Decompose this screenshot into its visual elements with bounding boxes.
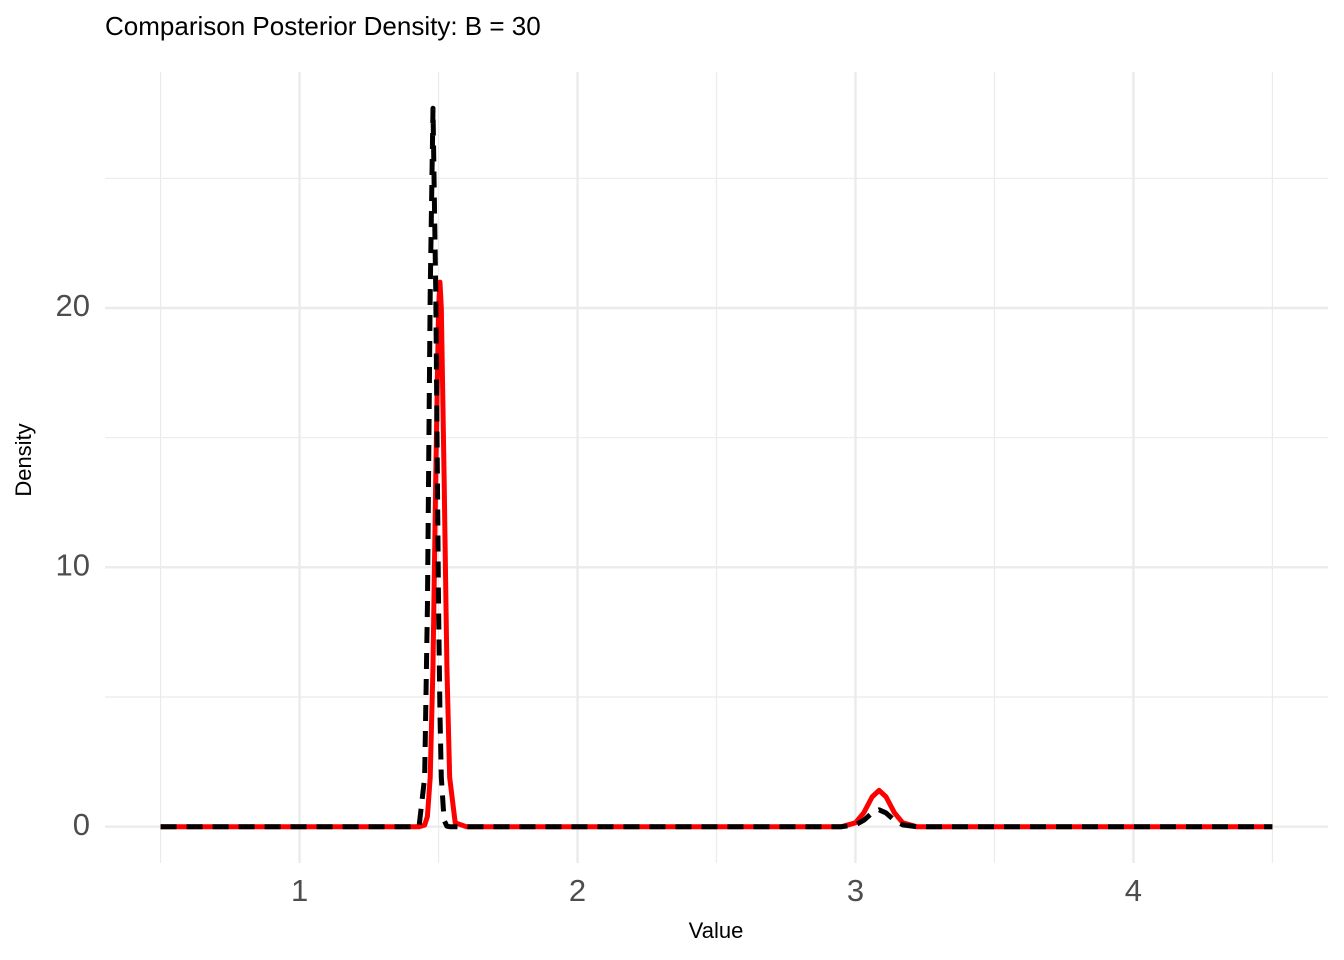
- x-tick-label: 1: [291, 873, 308, 908]
- y-axis-label: Density: [11, 423, 36, 496]
- y-tick-label: 10: [56, 548, 90, 583]
- x-tick-label: 4: [1125, 873, 1142, 908]
- y-tick-label: 20: [56, 288, 90, 323]
- density-line: [160, 279, 1273, 830]
- x-tick-label: 3: [847, 873, 864, 908]
- x-axis-label: Value: [689, 918, 744, 943]
- density-line: [160, 105, 1273, 830]
- y-tick-label: 0: [73, 807, 90, 842]
- chart-title: Comparison Posterior Density: B = 30: [105, 11, 541, 41]
- x-tick-label: 2: [569, 873, 586, 908]
